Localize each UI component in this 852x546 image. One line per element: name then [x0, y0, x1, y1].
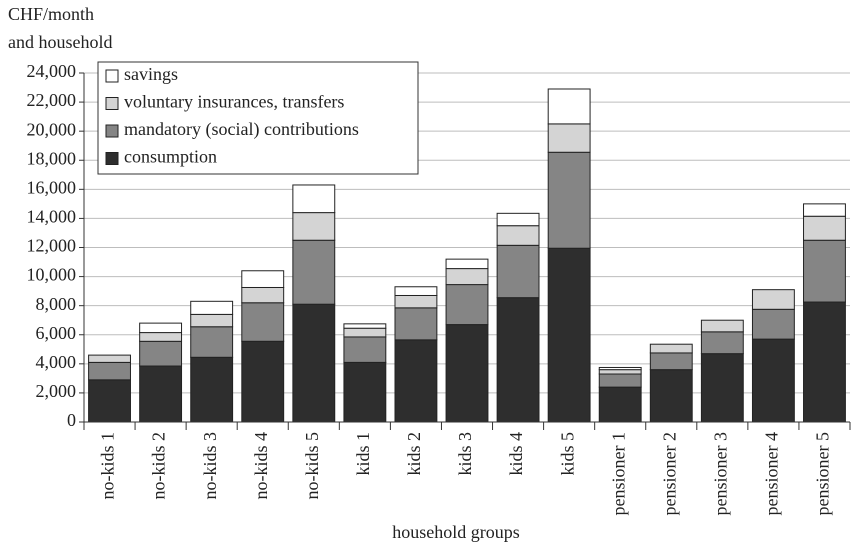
- bar-segment: [700, 353, 744, 423]
- bar-segment: [547, 151, 591, 249]
- y-tick-label: 6,000: [36, 323, 77, 343]
- legend-label: consumption: [124, 147, 217, 167]
- bar-segment: [751, 289, 795, 310]
- bar-segment: [445, 284, 489, 326]
- x-tick-label: kids 2: [404, 432, 424, 476]
- x-tick-label: pensioner 4: [762, 432, 782, 515]
- legend-swatch: [105, 69, 119, 83]
- bar-segment: [292, 239, 336, 305]
- y-tick-label: 20,000: [27, 119, 77, 139]
- x-tick-label: pensioner 5: [813, 432, 833, 515]
- bar-segment: [700, 319, 744, 333]
- x-tick-label: kids 3: [455, 432, 475, 476]
- bar-segment: [649, 343, 693, 354]
- y-tick-label: 0: [67, 410, 76, 430]
- legend: savings voluntary insurances, transfers ma…: [97, 61, 419, 175]
- bar-segment: [343, 323, 387, 329]
- legend-label: voluntary insurances, transfers: [124, 92, 344, 112]
- legend-swatch: [105, 97, 119, 110]
- y-tick-label: 4,000: [36, 352, 77, 372]
- bar-segment: [700, 331, 744, 355]
- bar-segment: [241, 286, 285, 304]
- bar-segment: [343, 361, 387, 423]
- bar-segment: [598, 366, 642, 371]
- x-axis-label: household groups: [392, 522, 520, 542]
- x-tick-label: no-kids 4: [251, 432, 271, 500]
- bar-segment: [394, 286, 438, 296]
- y-tick-label: 8,000: [36, 294, 77, 314]
- bar-segment: [598, 386, 642, 423]
- x-tick-label: no-kids 2: [149, 432, 169, 500]
- bar-segment: [88, 379, 131, 423]
- y-tick-label: 12,000: [27, 236, 77, 256]
- y-tick-label: 16,000: [27, 177, 77, 197]
- bar-segment: [394, 294, 438, 309]
- bar-segment: [190, 326, 234, 358]
- bar-segment: [139, 322, 183, 334]
- x-tick-label: pensioner 3: [710, 432, 730, 515]
- legend-swatch: [105, 124, 119, 138]
- bar-segment: [139, 332, 183, 342]
- y-tick-label: 10,000: [27, 265, 77, 285]
- bar-segment: [445, 258, 489, 270]
- y-axis-label: CHF/month: [8, 4, 94, 24]
- bar-segment: [496, 297, 540, 423]
- bar-segment: [343, 336, 387, 363]
- bar-segment: [496, 225, 540, 246]
- bar-segment: [241, 270, 285, 288]
- y-tick-label: 24,000: [27, 61, 77, 81]
- bar-segment: [292, 184, 336, 214]
- x-tick-label: no-kids 1: [98, 432, 118, 500]
- bar-segment: [190, 300, 234, 315]
- bar-segment: [394, 307, 438, 341]
- y-tick-label: 14,000: [27, 207, 77, 227]
- bar-segment: [496, 212, 540, 227]
- x-tick-label: kids 4: [506, 432, 526, 476]
- y-tick-label: 2,000: [36, 381, 77, 401]
- x-tick-label: kids 5: [557, 432, 577, 476]
- y-tick-label: 18,000: [27, 148, 77, 168]
- x-tick-label: pensioner 1: [608, 432, 628, 515]
- y-tick-label: 22,000: [27, 90, 77, 110]
- bar-segment: [496, 244, 540, 299]
- bar-segment: [241, 340, 285, 423]
- bar-segment: [598, 373, 642, 388]
- x-tick-label: no-kids 3: [200, 432, 220, 500]
- legend-swatch: [105, 152, 119, 165]
- legend-label: mandatory (social) contributions: [124, 119, 359, 140]
- bar-segment: [547, 247, 591, 423]
- bar-segment: [649, 352, 693, 371]
- bar-segment: [445, 268, 489, 286]
- bar-segment: [445, 324, 489, 423]
- bar-segment: [343, 327, 387, 338]
- bar-segment: [190, 356, 234, 423]
- bar-segment: [547, 88, 591, 125]
- bar-segment: [139, 365, 183, 423]
- bar-segment: [803, 301, 846, 423]
- x-tick-label: kids 1: [353, 432, 373, 476]
- bar-segment: [803, 203, 846, 217]
- bar-segment: [88, 361, 131, 381]
- y-axis-label: and household: [8, 32, 112, 52]
- bar-segment: [649, 369, 693, 423]
- bar-segment: [241, 302, 285, 342]
- bar-segment: [803, 239, 846, 303]
- bar-segment: [88, 354, 131, 363]
- bar-segment: [394, 339, 438, 423]
- bar-segment: [547, 123, 591, 153]
- bar-segment: [751, 308, 795, 340]
- bar-segment: [292, 212, 336, 241]
- bar-segment: [598, 369, 642, 375]
- bar-segment: [751, 338, 795, 423]
- bar-segment: [803, 215, 846, 241]
- bar-segment: [190, 313, 234, 328]
- x-tick-label: pensioner 2: [659, 432, 679, 515]
- bar-segment: [139, 340, 183, 367]
- x-tick-label: no-kids 5: [302, 432, 322, 500]
- legend-box: [97, 61, 419, 175]
- legend-label: savings: [124, 64, 178, 84]
- bar-segment: [292, 303, 336, 423]
